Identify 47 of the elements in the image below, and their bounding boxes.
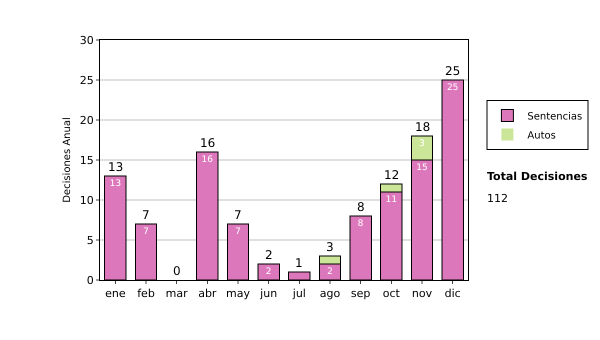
total-label: 7: [234, 208, 242, 222]
y-tick-label: 0: [86, 274, 94, 287]
x-tick-label: ene: [105, 287, 126, 300]
data-label: 3: [419, 139, 425, 149]
x-tick-label: sep: [350, 287, 370, 300]
y-tick-label: 15: [80, 154, 94, 167]
data-label: 15: [416, 163, 428, 173]
total-label: 8: [357, 200, 365, 214]
data-label: 25: [446, 83, 458, 93]
data-label: 16: [201, 155, 214, 165]
y-tick-label: 25: [80, 74, 94, 87]
total-label: 18: [415, 120, 430, 134]
total-label: 13: [108, 160, 124, 174]
y-tick-label: 5: [86, 234, 94, 247]
x-tick-label: ago: [320, 287, 340, 300]
data-label: 7: [235, 227, 241, 237]
y-tick-label: 10: [80, 194, 94, 207]
total-label: 3: [326, 240, 334, 254]
data-label: 2: [327, 267, 333, 277]
total-label: 12: [384, 168, 400, 182]
data-label: 11: [386, 195, 398, 205]
text: 112: [487, 192, 508, 205]
x-tick-label: dic: [444, 287, 461, 300]
x-tick-label: jul: [292, 287, 306, 300]
x-tick-label: feb: [137, 287, 155, 300]
total-label: 2: [265, 248, 273, 262]
total-label: 1: [295, 256, 303, 270]
data-label: 2: [266, 267, 272, 277]
total-label: 7: [142, 208, 150, 222]
data-label: 13: [110, 179, 122, 189]
x-tick-label: may: [226, 287, 250, 300]
x-tick-label: mar: [166, 287, 188, 300]
x-tick-label: abr: [198, 287, 217, 300]
legend-label: Autos: [527, 130, 556, 142]
total-label: 16: [200, 136, 216, 150]
total-label: 0: [173, 264, 181, 278]
data-label: 8: [358, 219, 364, 229]
total-label: 25: [445, 64, 460, 78]
x-tick-label: nov: [412, 287, 433, 300]
y-axis-title: Decisiones Anual: [62, 117, 73, 203]
x-tick-label: oct: [382, 287, 401, 300]
y-tick-label: 20: [80, 114, 94, 127]
text: Total Decisiones: [487, 170, 588, 183]
x-tick-label: jun: [259, 287, 278, 300]
legend-label: Sentencias: [527, 111, 582, 122]
data-label: 7: [143, 227, 149, 237]
y-tick-label: 30: [80, 34, 94, 47]
